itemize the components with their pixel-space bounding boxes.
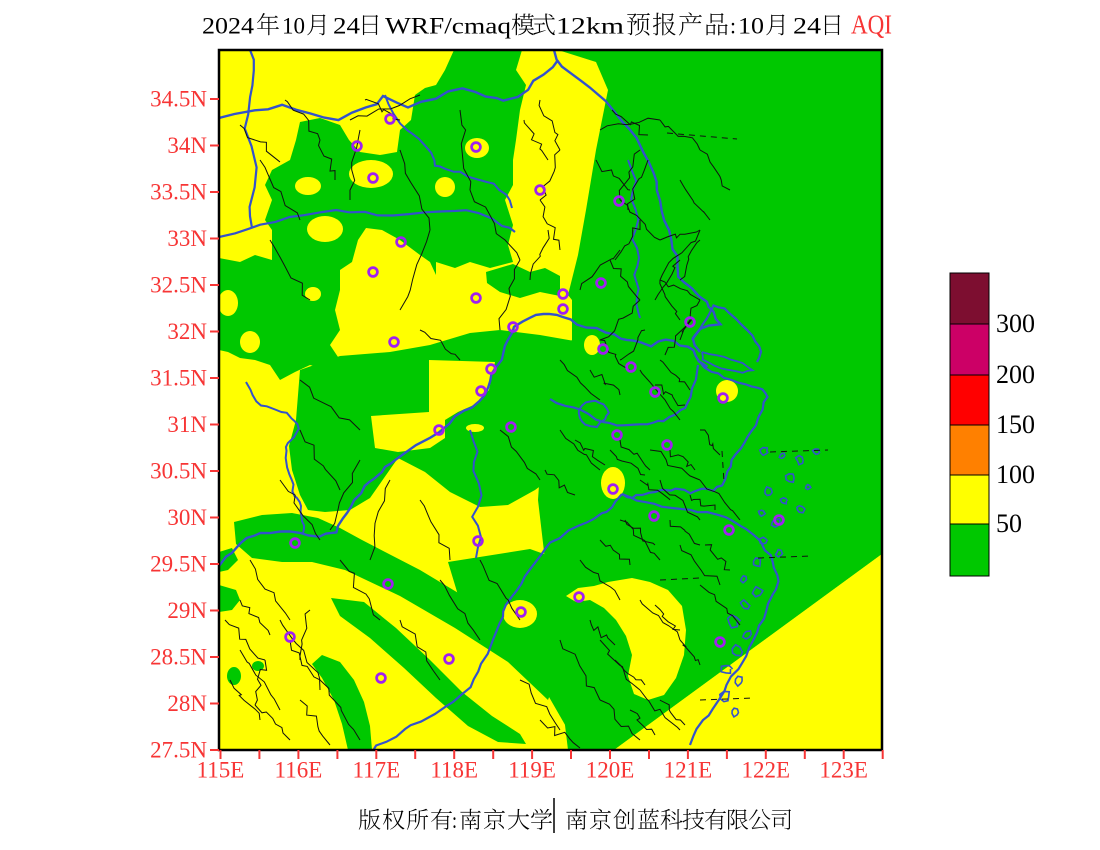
svg-text:2024: 2024 [202,14,255,39]
svg-text:32.5N: 32.5N [150,273,207,298]
svg-text::: : [452,808,457,833]
svg-text:119E: 119E [508,758,556,783]
svg-text:120E: 120E [586,758,635,783]
svg-text:12km: 12km [556,14,624,39]
svg-text:10: 10 [738,14,764,39]
svg-text:33N: 33N [167,226,207,251]
svg-text:10: 10 [282,14,305,39]
svg-text:30.5N: 30.5N [150,459,207,484]
svg-text::: : [730,14,736,39]
svg-text:117E: 117E [352,758,400,783]
svg-text:AQI: AQI [851,10,892,40]
svg-text:150: 150 [996,410,1035,439]
svg-text:29.5N: 29.5N [150,552,207,577]
svg-text:28N: 28N [167,691,207,716]
svg-text:115E: 115E [197,758,245,783]
svg-text:200: 200 [996,360,1035,389]
svg-text:121E: 121E [664,758,713,783]
svg-text:34.5N: 34.5N [150,87,207,112]
svg-text:116E: 116E [275,758,323,783]
svg-text:122E: 122E [742,758,791,783]
svg-text:24: 24 [333,14,361,39]
svg-text:31.5N: 31.5N [150,366,207,391]
svg-text:28.5N: 28.5N [150,645,207,670]
svg-text:300: 300 [996,309,1035,338]
svg-text:24: 24 [793,14,822,39]
svg-text:34N: 34N [167,133,207,158]
svg-text:33.5N: 33.5N [150,180,207,205]
svg-text:100: 100 [996,460,1035,489]
svg-text:50: 50 [996,509,1022,538]
svg-text:118E: 118E [430,758,478,783]
svg-text:WRF/cmaq: WRF/cmaq [385,14,512,39]
svg-text:30N: 30N [167,505,207,530]
svg-text:29N: 29N [167,598,207,623]
svg-text:123E: 123E [819,758,868,783]
svg-text:27.5N: 27.5N [150,738,207,763]
svg-text:31N: 31N [167,412,207,437]
svg-text:32N: 32N [167,319,207,344]
